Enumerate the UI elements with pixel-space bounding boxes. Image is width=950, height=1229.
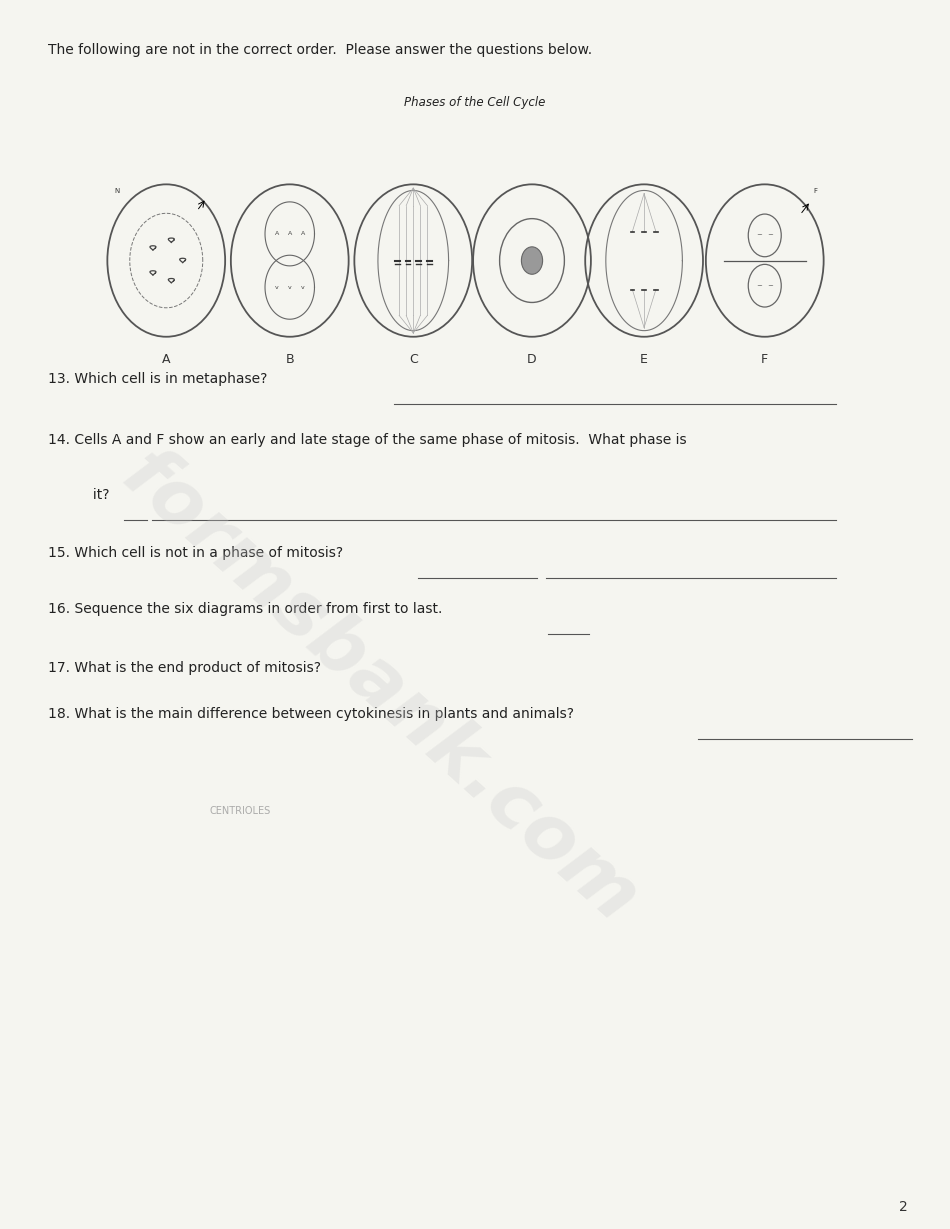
- Text: F: F: [813, 188, 817, 194]
- Text: A: A: [275, 231, 279, 236]
- Text: v: v: [301, 285, 305, 290]
- Text: B: B: [285, 353, 294, 366]
- Text: A: A: [162, 353, 170, 366]
- Text: it?: it?: [71, 488, 110, 501]
- Text: v: v: [275, 285, 278, 290]
- Text: ~: ~: [767, 283, 773, 289]
- Text: 18. What is the main difference between cytokinesis in plants and animals?: 18. What is the main difference between …: [48, 707, 574, 720]
- Circle shape: [522, 247, 542, 274]
- Text: A: A: [300, 231, 305, 236]
- Text: N: N: [114, 188, 120, 194]
- Text: A: A: [288, 231, 292, 236]
- Text: F: F: [761, 353, 769, 366]
- Text: 15. Which cell is not in a phase of mitosis?: 15. Which cell is not in a phase of mito…: [48, 546, 343, 559]
- Text: E: E: [640, 353, 648, 366]
- Text: D: D: [527, 353, 537, 366]
- Text: formsbank.com: formsbank.com: [107, 438, 653, 939]
- Text: 13. Which cell is in metaphase?: 13. Which cell is in metaphase?: [48, 372, 267, 386]
- Text: 14. Cells A and F show an early and late stage of the same phase of mitosis.  Wh: 14. Cells A and F show an early and late…: [48, 433, 686, 446]
- Text: The following are not in the correct order.  Please answer the questions below.: The following are not in the correct ord…: [48, 43, 592, 57]
- Text: Phases of the Cell Cycle: Phases of the Cell Cycle: [405, 96, 545, 109]
- Text: ~: ~: [756, 283, 763, 289]
- Text: ~: ~: [756, 232, 763, 238]
- Text: v: v: [288, 285, 292, 290]
- Text: 17. What is the end product of mitosis?: 17. What is the end product of mitosis?: [48, 661, 320, 675]
- Text: CENTRIOLES: CENTRIOLES: [209, 806, 270, 816]
- Text: ~: ~: [767, 232, 773, 238]
- Text: C: C: [408, 353, 418, 366]
- Text: 2: 2: [899, 1201, 907, 1214]
- Text: 16. Sequence the six diagrams in order from first to last.: 16. Sequence the six diagrams in order f…: [48, 602, 442, 616]
